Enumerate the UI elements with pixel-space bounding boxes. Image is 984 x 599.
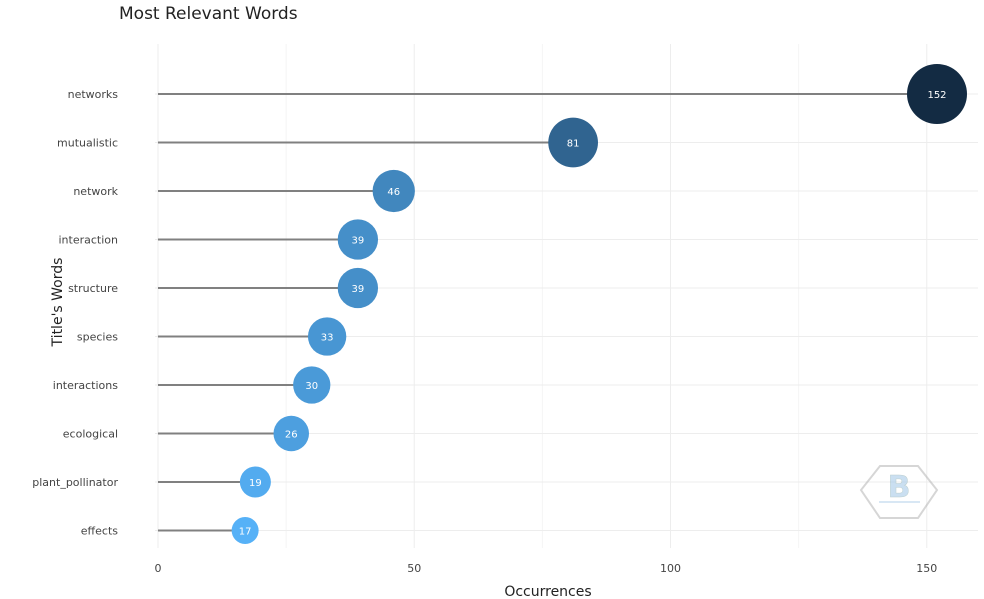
data-label: 26: [285, 430, 298, 441]
y-tick-label: species: [77, 331, 118, 344]
chart-title: Most Relevant Words: [119, 4, 298, 24]
bubble-point: [239, 466, 271, 498]
y-tick-label: effects: [81, 525, 118, 538]
bubble-point: [337, 219, 379, 260]
y-axis-title: Title's Words: [50, 258, 66, 348]
data-label: 30: [305, 381, 318, 392]
data-label: 39: [352, 284, 365, 295]
bubble-point: [231, 517, 259, 544]
y-tick-label: ecological: [63, 428, 118, 441]
data-label: 46: [387, 187, 400, 198]
bubble-point: [548, 117, 598, 168]
data-label: 17: [239, 527, 252, 538]
watermark-logo: B: [859, 465, 939, 519]
bubble-point: [337, 267, 379, 309]
x-tick-labels: 0 50 100 150: [155, 562, 938, 575]
bubble-point: [372, 169, 415, 213]
y-tick-label: plant_pollinator: [32, 476, 118, 489]
data-label: 19: [249, 478, 262, 489]
data-label: 152: [927, 90, 946, 101]
bubble-point: [273, 415, 310, 452]
x-tick-label: 50: [407, 562, 421, 575]
bubble-point: [307, 317, 347, 356]
y-tick-label: network: [73, 185, 118, 198]
y-tick-label: interactions: [53, 379, 118, 392]
svg-text:B: B: [888, 470, 911, 505]
stems: [158, 93, 937, 532]
y-tick-label: structure: [68, 282, 118, 295]
bubble-point: [293, 366, 331, 404]
bubble-point: [907, 64, 967, 124]
y-tick-label: networks: [68, 88, 119, 101]
y-tick-label: interaction: [59, 234, 119, 247]
data-label: 39: [352, 236, 365, 247]
x-tick-label: 0: [155, 562, 162, 575]
y-tick-labels: networks mutualistic network interaction str…: [32, 88, 118, 538]
data-label: 33: [321, 333, 334, 344]
data-label: 81: [567, 139, 580, 150]
x-tick-label: 100: [660, 562, 681, 575]
x-tick-label: 150: [916, 562, 937, 575]
points: 152 81 46 39 39 33 30 26 19 17: [231, 64, 967, 544]
x-axis-title: Occurrences: [504, 584, 591, 599]
y-tick-label: mutualistic: [57, 137, 118, 150]
